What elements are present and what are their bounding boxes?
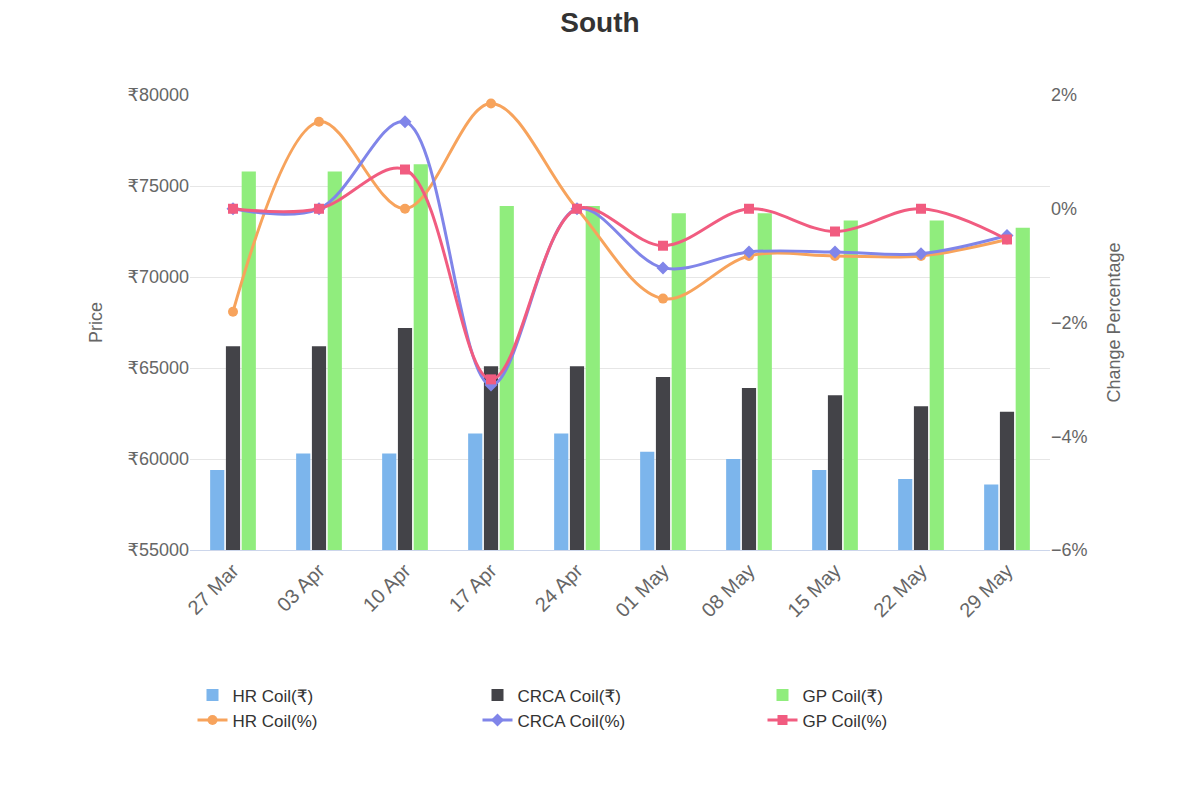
svg-text:27 Mar: 27 Mar (183, 559, 243, 619)
svg-text:₹60000: ₹60000 (127, 449, 189, 469)
svg-text:08 May: 08 May (697, 559, 759, 621)
svg-text:15 May: 15 May (783, 559, 845, 621)
svg-text:HR Coil(%): HR Coil(%) (233, 712, 318, 731)
svg-text:10 Apr: 10 Apr (358, 559, 415, 616)
svg-text:0%: 0% (1051, 199, 1077, 219)
svg-text:CRCA Coil(₹): CRCA Coil(₹) (518, 687, 621, 706)
svg-text:−4%: −4% (1051, 427, 1088, 447)
svg-text:01 May: 01 May (611, 559, 673, 621)
svg-text:₹70000: ₹70000 (127, 267, 189, 287)
svg-text:South: South (560, 7, 639, 38)
svg-text:03 Apr: 03 Apr (272, 559, 329, 616)
svg-text:HR Coil(₹): HR Coil(₹) (233, 687, 314, 706)
svg-text:GP Coil(₹): GP Coil(₹) (803, 687, 883, 706)
svg-text:2%: 2% (1051, 85, 1077, 105)
svg-text:17 Apr: 17 Apr (444, 559, 501, 616)
svg-text:Price: Price (86, 302, 106, 343)
svg-text:₹75000: ₹75000 (127, 176, 189, 196)
svg-text:₹55000: ₹55000 (127, 540, 189, 560)
svg-text:−2%: −2% (1051, 313, 1088, 333)
svg-text:GP Coil(%): GP Coil(%) (803, 712, 888, 731)
svg-text:24 Apr: 24 Apr (530, 559, 587, 616)
svg-text:₹65000: ₹65000 (127, 358, 189, 378)
svg-text:29 May: 29 May (955, 559, 1017, 621)
svg-text:22 May: 22 May (869, 559, 931, 621)
svg-text:₹80000: ₹80000 (127, 85, 189, 105)
svg-text:CRCA Coil(%): CRCA Coil(%) (518, 712, 626, 731)
svg-text:Change Percentage: Change Percentage (1104, 242, 1124, 402)
svg-text:−6%: −6% (1051, 540, 1088, 560)
